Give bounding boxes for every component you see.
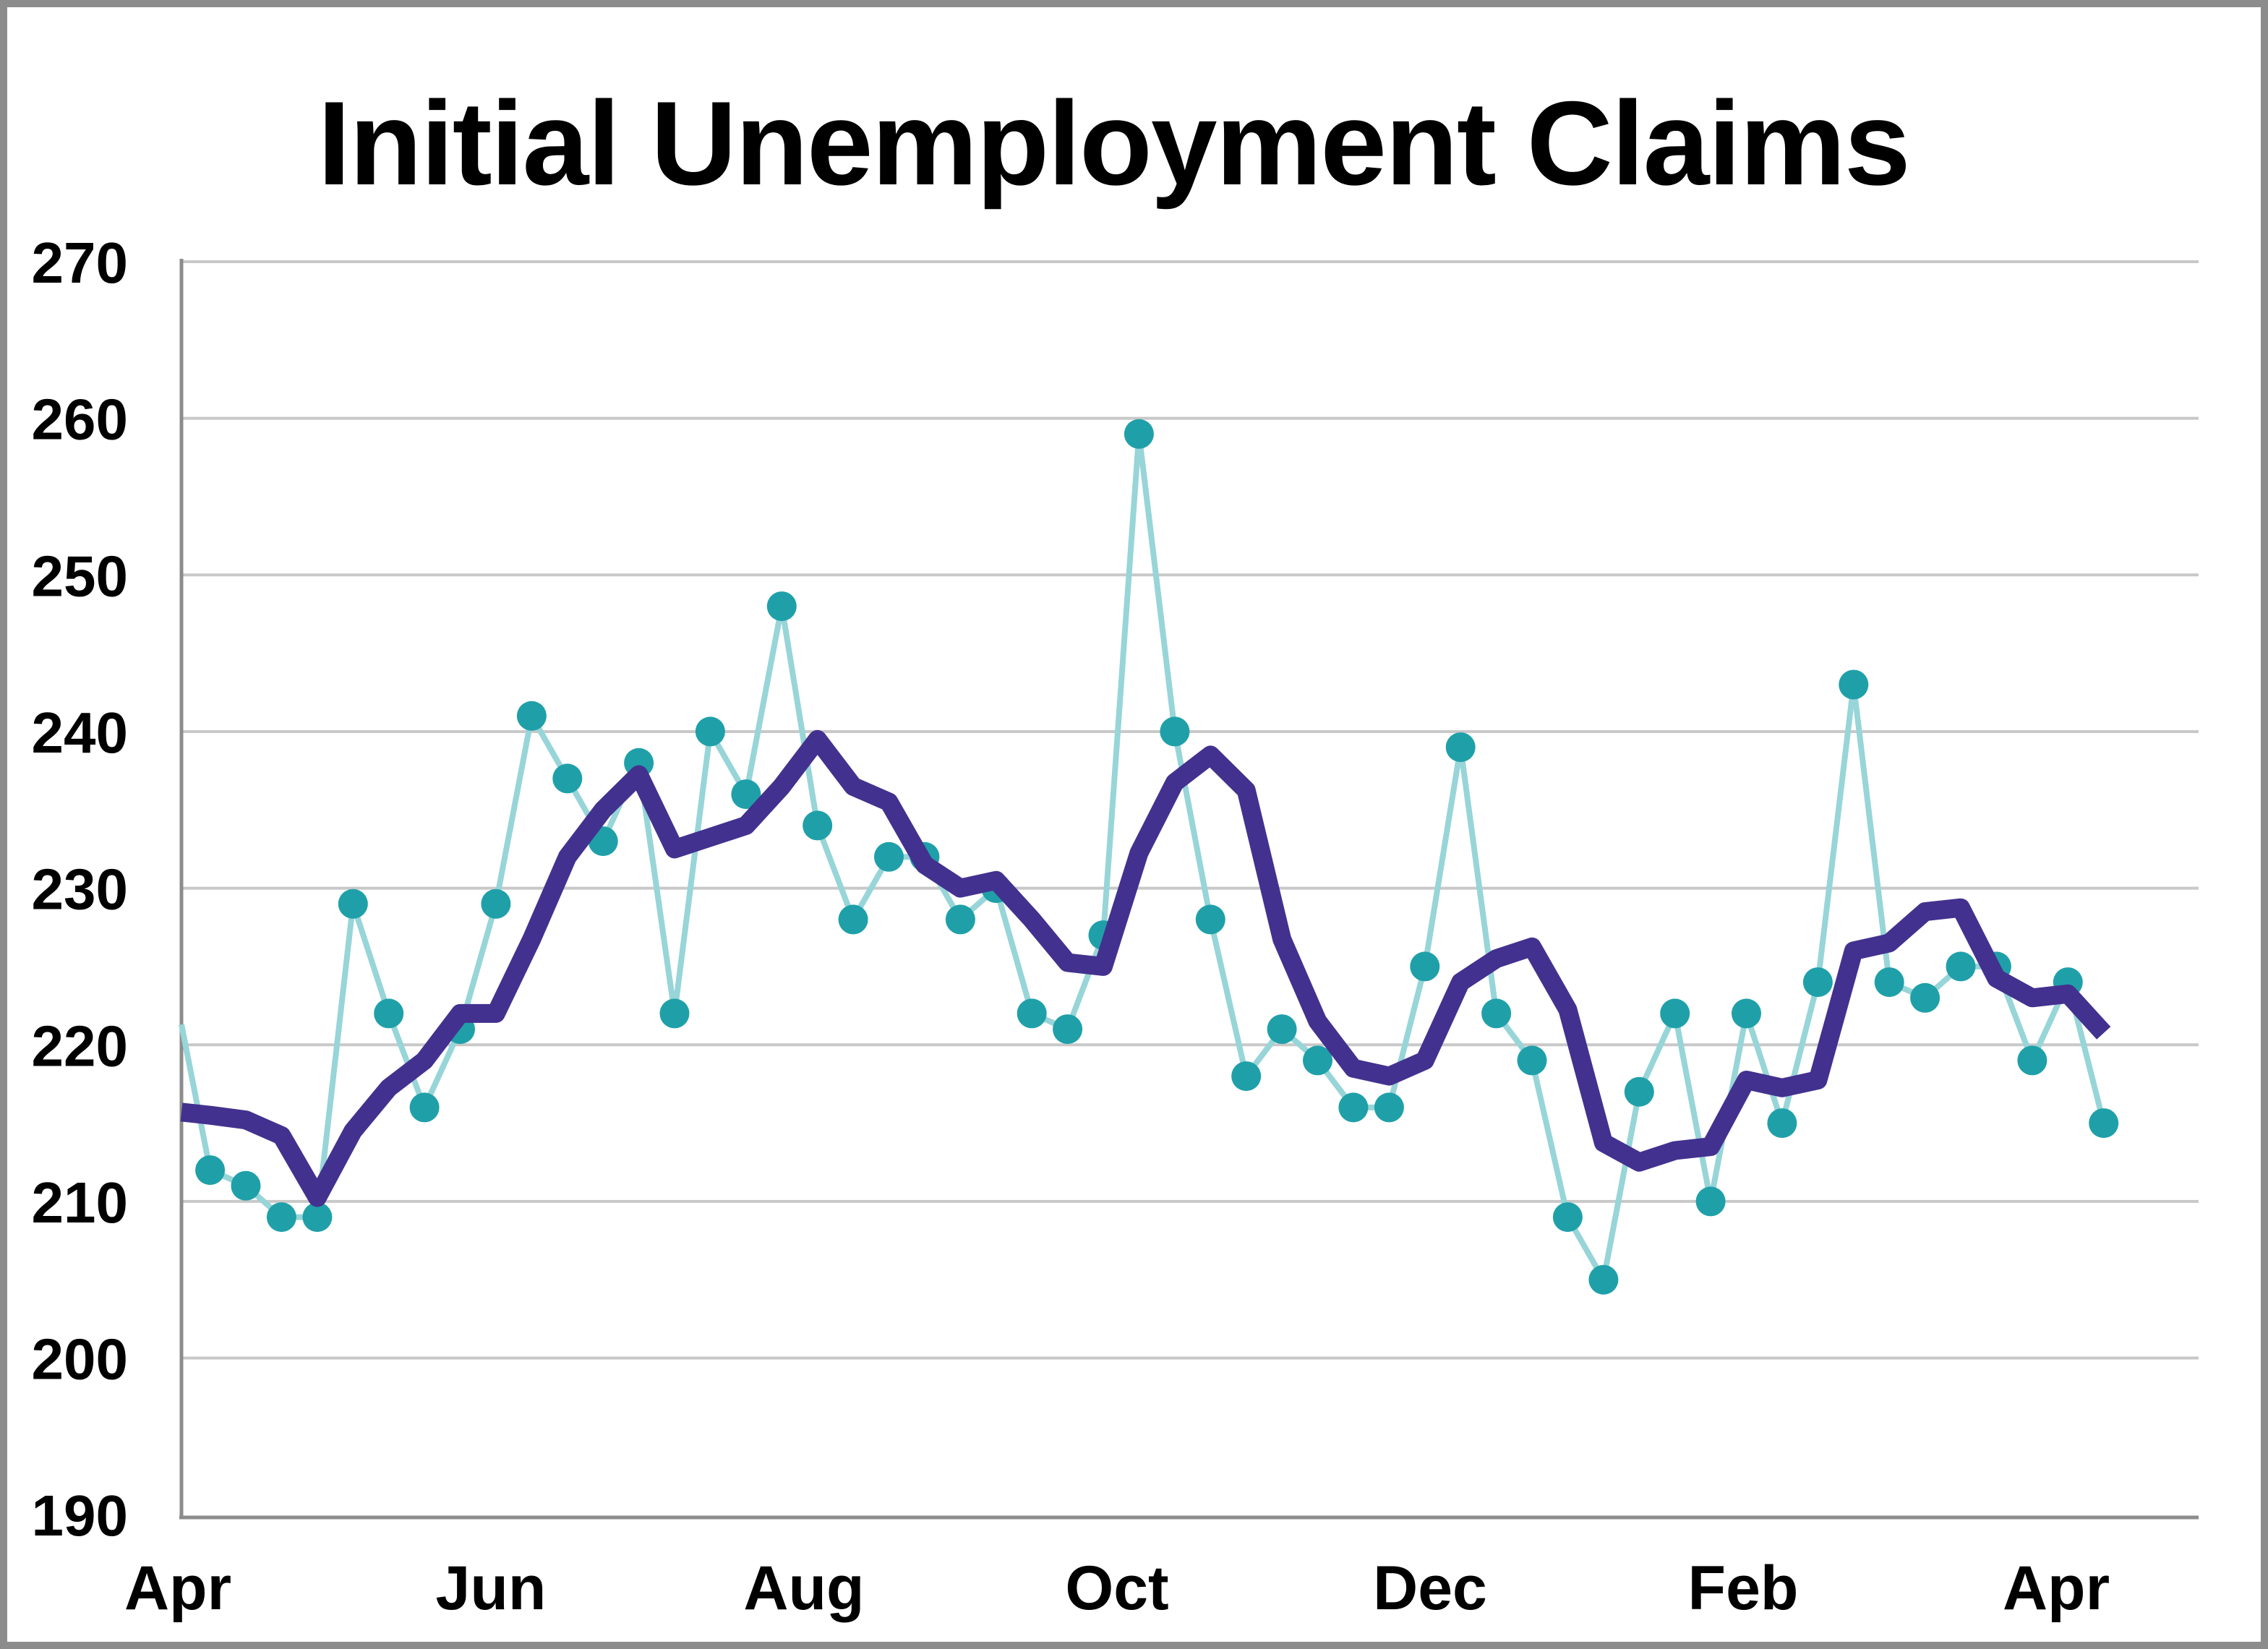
- data-point: [374, 998, 404, 1029]
- data-point: [1445, 732, 1476, 763]
- x-tick-label: Apr: [124, 1554, 231, 1623]
- y-tick-label: 260: [32, 387, 128, 452]
- x-tick-label: Oct: [1065, 1554, 1168, 1623]
- x-tick-label: Aug: [743, 1554, 864, 1623]
- y-axis-labels: 270 260 250 240 230 220 210 200 190: [32, 231, 128, 1548]
- moving-average-line: [180, 729, 2111, 1207]
- data-point: [1303, 1045, 1332, 1076]
- data-point: [803, 810, 833, 841]
- data-point: [1517, 1045, 1547, 1076]
- axes: [179, 259, 2199, 1520]
- data-point: [1053, 1014, 1083, 1045]
- data-point: [874, 841, 904, 872]
- data-point: [1802, 967, 1833, 998]
- y-tick-label: 250: [32, 544, 128, 608]
- data-point: [1338, 1092, 1369, 1123]
- data-point: [1946, 951, 1976, 982]
- data-point: [409, 1092, 440, 1123]
- chart-title: Initial Unemployment Claims: [317, 77, 1910, 210]
- data-point: [1267, 1014, 1297, 1045]
- data-point: [731, 779, 761, 810]
- data-point: [766, 591, 797, 622]
- y-tick-label: 210: [32, 1170, 128, 1235]
- data-point: [516, 701, 547, 731]
- x-tick-label: Apr: [2003, 1554, 2110, 1623]
- data-point: [2017, 1045, 2047, 1076]
- data-point: [1552, 1202, 1583, 1233]
- data-point: [1124, 419, 1154, 449]
- data-point: [1195, 904, 1225, 935]
- data-point: [1839, 669, 1869, 700]
- data-point: [945, 904, 975, 935]
- y-tick-label: 270: [32, 231, 128, 295]
- data-point: [1017, 998, 1047, 1029]
- data-point: [266, 1202, 296, 1233]
- data-point: [1374, 1092, 1404, 1123]
- data-point: [1481, 998, 1512, 1029]
- x-tick-label: Jun: [436, 1554, 547, 1623]
- x-tick-label: Feb: [1688, 1554, 1799, 1623]
- data-point: [552, 763, 583, 794]
- data-point: [659, 998, 690, 1029]
- data-point: [1231, 1061, 1262, 1092]
- data-point: [195, 1155, 226, 1186]
- data-point: [1874, 967, 1904, 998]
- x-tick-label: Dec: [1373, 1554, 1487, 1623]
- y-tick-label: 220: [32, 1014, 128, 1078]
- data-point: [1767, 1108, 1797, 1139]
- data-point: [2089, 1108, 2119, 1139]
- x-axis-labels: Apr Jun Aug Oct Dec Feb Apr: [124, 1554, 2110, 1623]
- data-point: [1910, 982, 1940, 1013]
- data-point: [1732, 998, 1761, 1029]
- data-point: [1660, 998, 1690, 1029]
- data-point: [481, 888, 511, 919]
- data-point: [1160, 716, 1190, 747]
- data-point: [231, 1170, 261, 1201]
- y-tick-label: 190: [32, 1483, 128, 1548]
- horizontal-gridlines: [181, 260, 2199, 1360]
- data-point: [1695, 1186, 1726, 1217]
- y-tick-label: 200: [32, 1327, 128, 1392]
- data-point: [1410, 951, 1440, 982]
- data-point: [1624, 1076, 1654, 1107]
- data-point: [838, 904, 868, 935]
- data-point: [338, 888, 368, 919]
- data-point: [302, 1202, 333, 1233]
- y-tick-label: 240: [32, 701, 128, 765]
- data-point: [695, 716, 725, 747]
- y-tick-label: 230: [32, 857, 128, 922]
- data-point: [1588, 1264, 1619, 1295]
